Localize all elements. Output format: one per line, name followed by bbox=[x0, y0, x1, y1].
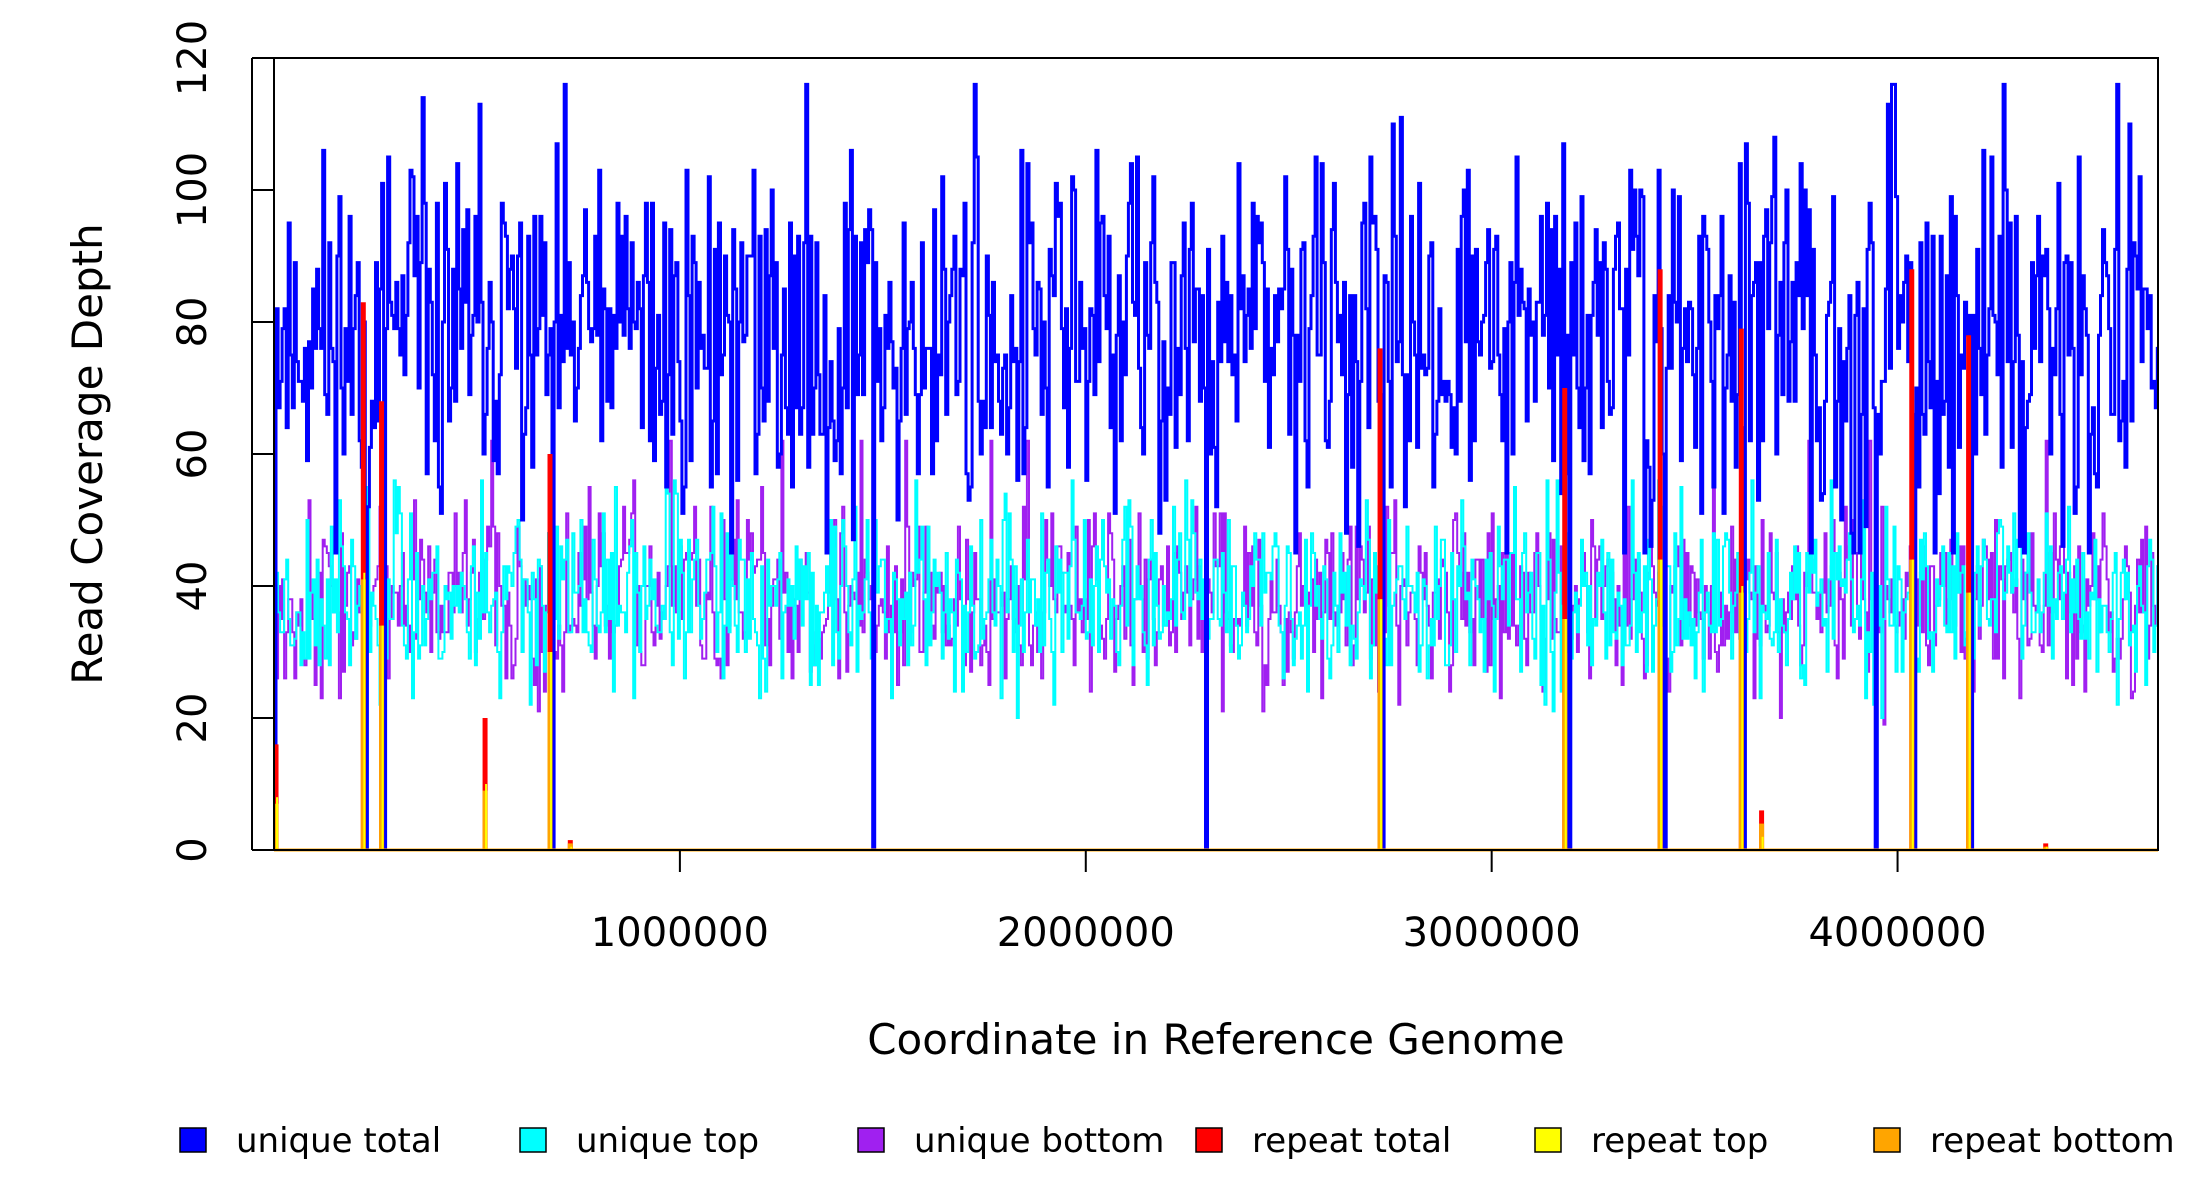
legend-swatch bbox=[1534, 1127, 1562, 1153]
legend-swatch bbox=[179, 1127, 207, 1153]
x-axis: 1000000 2000000 3000000 4000000 bbox=[591, 850, 1987, 956]
legend-swatch bbox=[1873, 1127, 1901, 1153]
legend: unique total unique top unique bottom repea… bbox=[179, 1121, 2175, 1161]
x-tick-label: 4000000 bbox=[1808, 910, 1986, 956]
y-tick-label: 80 bbox=[170, 297, 216, 348]
x-tick-label: 1000000 bbox=[591, 910, 769, 956]
x-axis-title: Coordinate in Reference Genome bbox=[867, 1015, 1565, 1064]
y-tick-label: 100 bbox=[170, 152, 216, 228]
y-tick-label: 0 bbox=[170, 837, 216, 862]
legend-item-unique-top: unique top bbox=[519, 1121, 759, 1161]
legend-label: repeat top bbox=[1591, 1121, 1768, 1161]
legend-swatch bbox=[1195, 1127, 1223, 1153]
series-line-unique-top bbox=[274, 479, 2159, 851]
y-tick-label: 40 bbox=[170, 561, 216, 612]
y-tick-label: 60 bbox=[170, 429, 216, 480]
series-line-unique-total bbox=[274, 82, 2159, 852]
legend-label: repeat bottom bbox=[1930, 1121, 2175, 1161]
legend-label: unique top bbox=[576, 1121, 759, 1161]
legend-label: repeat total bbox=[1252, 1121, 1451, 1161]
series-layer bbox=[273, 82, 2159, 852]
legend-swatch bbox=[519, 1127, 547, 1153]
legend-item-unique-bottom: unique bottom bbox=[857, 1121, 1164, 1161]
y-axis: 0 20 40 60 80 100 120 bbox=[170, 20, 274, 863]
legend-item-repeat-bottom: repeat bottom bbox=[1873, 1121, 2175, 1161]
y-axis-title: Read Coverage Depth bbox=[63, 223, 112, 684]
legend-item-unique-total: unique total bbox=[179, 1121, 441, 1161]
legend-label: unique bottom bbox=[914, 1121, 1164, 1161]
legend-label: unique total bbox=[236, 1121, 441, 1161]
legend-item-repeat-top: repeat top bbox=[1534, 1121, 1768, 1161]
legend-swatch bbox=[857, 1127, 885, 1153]
x-tick-label: 3000000 bbox=[1403, 910, 1581, 956]
legend-item-repeat-total: repeat total bbox=[1195, 1121, 1451, 1161]
x-tick-label: 2000000 bbox=[997, 910, 1175, 956]
y-tick-label: 120 bbox=[170, 20, 216, 96]
y-tick-label: 20 bbox=[170, 693, 216, 744]
